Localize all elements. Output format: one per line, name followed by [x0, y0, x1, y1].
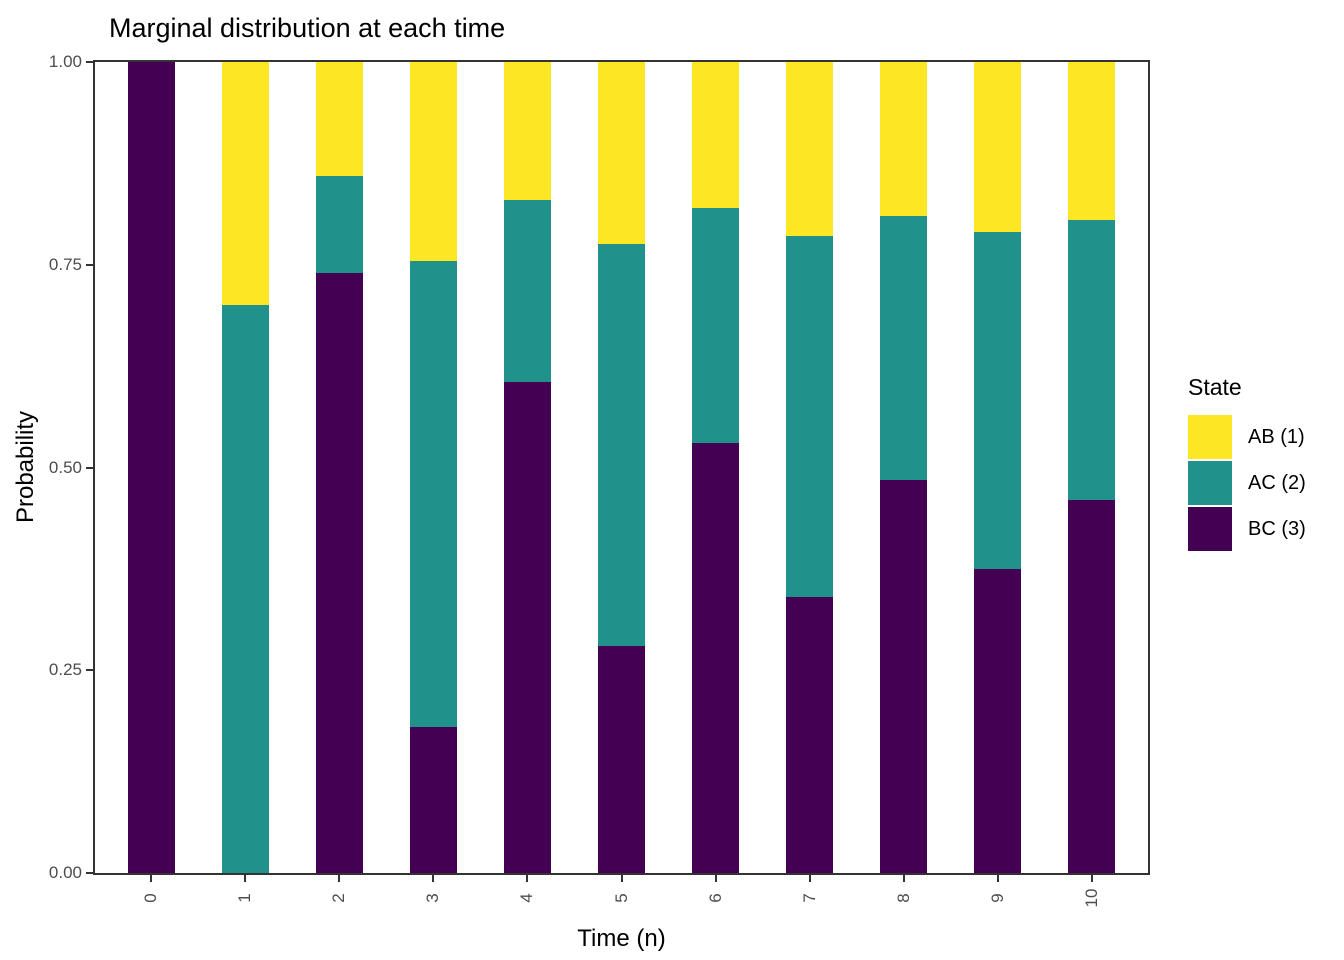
- bar-segment-t1-ac: [221, 305, 269, 873]
- legend-title: State: [1188, 374, 1242, 400]
- x-axis-tick-label-9: 9: [987, 893, 1007, 903]
- legend-swatch-ac: [1188, 461, 1232, 505]
- bar-segment-t4-ac: [503, 199, 551, 383]
- bar-segment-t9-bc: [974, 568, 1022, 873]
- bars-layer: [95, 62, 1148, 873]
- x-axis-tick-label-3: 3: [423, 893, 443, 903]
- x-axis-tick-9: [996, 875, 999, 882]
- bar-segment-t9-ac: [974, 232, 1022, 569]
- legend-item-bc: BC (3): [1188, 507, 1306, 551]
- x-axis-tick-label-2: 2: [329, 893, 349, 903]
- bar-segment-t8-bc: [880, 479, 928, 873]
- x-axis-tick-label-1: 1: [235, 893, 255, 903]
- bar-segment-t8-ab: [880, 62, 928, 217]
- x-axis-tick-label-10: 10: [1081, 888, 1101, 908]
- bar-segment-t7-ab: [786, 62, 834, 237]
- y-axis-tick-0.00: [86, 872, 93, 874]
- legend-items: AB (1) AC (2) BC (3): [1188, 415, 1306, 551]
- y-axis-tick-label-0.50: 0.50: [48, 457, 82, 477]
- bar-segment-t2-ab: [315, 62, 363, 176]
- bar-segment-t5-bc: [597, 645, 645, 873]
- legend-label-bc: BC (3): [1248, 517, 1306, 540]
- legend: State AB (1) AC (2) BC (3): [1188, 374, 1306, 553]
- y-axis-tick-0.25: [86, 669, 93, 672]
- legend-swatch-bc: [1188, 507, 1232, 551]
- bar-segment-t3-ab: [409, 62, 457, 261]
- bar-segment-t4-bc: [503, 382, 551, 873]
- bar-segment-t2-bc: [315, 272, 363, 873]
- x-axis-tick-7: [808, 875, 811, 882]
- y-axis-tick-label-0.00: 0.00: [48, 863, 82, 882]
- x-axis-tick-4: [526, 875, 529, 882]
- bar-segment-t6-ab: [692, 62, 739, 208]
- legend-label-ab: AB (1): [1248, 425, 1305, 448]
- y-axis-tick-label-0.25: 0.25: [48, 660, 82, 680]
- x-axis-tick-0: [150, 875, 153, 882]
- x-axis-tick-label-8: 8: [893, 893, 913, 903]
- y-axis-tick-1.00: [86, 61, 93, 63]
- y-axis-tick-label-1.00: 1.00: [48, 52, 82, 71]
- bar-segment-t10-ab: [1068, 62, 1116, 221]
- x-axis-tick-8: [902, 875, 905, 882]
- bar-segment-t10-ac: [1068, 220, 1116, 500]
- bar-segment-t8-ac: [880, 216, 928, 480]
- legend-item-ab: AB (1): [1188, 415, 1306, 459]
- legend-swatch-ab: [1188, 415, 1232, 459]
- x-axis-title: Time (n): [577, 925, 666, 952]
- x-axis-tick-label-5: 5: [611, 893, 631, 903]
- bar-segment-t6-bc: [692, 443, 739, 873]
- legend-item-ac: AC (2): [1188, 461, 1306, 505]
- x-axis-tick-5: [620, 875, 623, 882]
- bar-segment-t5-ac: [597, 244, 645, 646]
- legend-label-ac: AC (2): [1248, 471, 1306, 494]
- bar-segment-t4-ab: [503, 62, 551, 200]
- bar-segment-t1-ab: [221, 62, 269, 306]
- x-axis-tick-1: [244, 875, 247, 882]
- x-axis-tick-label-7: 7: [799, 893, 819, 903]
- bar-segment-t7-ac: [786, 236, 834, 598]
- bar-segment-t3-bc: [409, 727, 457, 873]
- x-axis-tick-label-6: 6: [705, 893, 725, 903]
- bar-segment-t3-ac: [409, 260, 457, 728]
- y-axis-tick-0.75: [86, 263, 93, 266]
- bar-segment-t2-ac: [315, 175, 363, 273]
- bar-segment-t0-bc: [127, 62, 175, 873]
- plot-panel: [93, 60, 1150, 875]
- x-axis-tick-3: [432, 875, 435, 882]
- x-axis-tick-10: [1090, 875, 1093, 882]
- x-axis-tick-label-0: 0: [141, 893, 161, 903]
- bar-segment-t10-bc: [1068, 499, 1116, 873]
- x-axis-tick-6: [714, 875, 717, 882]
- bar-segment-t9-ab: [974, 62, 1022, 233]
- bar-segment-t5-ab: [597, 62, 645, 245]
- chart-title: Marginal distribution at each time: [109, 13, 506, 43]
- y-axis-tick-0.50: [86, 466, 93, 469]
- y-axis-tick-label-0.75: 0.75: [48, 254, 82, 274]
- bar-segment-t7-bc: [786, 597, 834, 873]
- x-axis-tick-2: [338, 875, 341, 882]
- x-axis-tick-label-4: 4: [517, 893, 537, 903]
- bar-segment-t6-ac: [692, 207, 739, 444]
